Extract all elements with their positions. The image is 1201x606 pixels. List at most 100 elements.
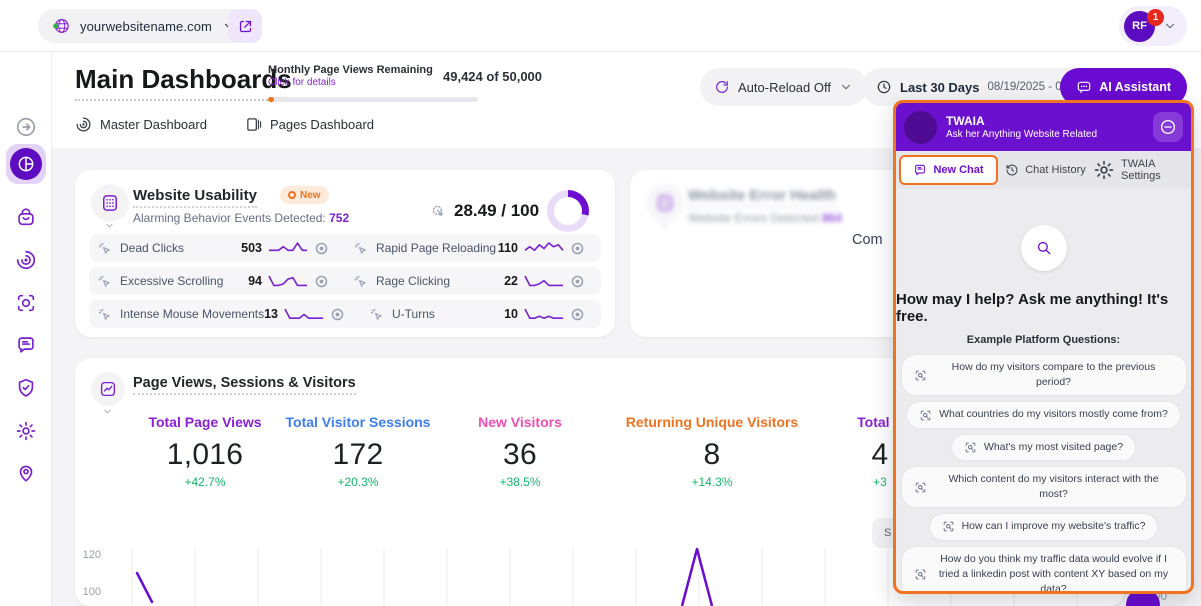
y-axis-tick-100: 100 — [82, 586, 101, 598]
ai-assistant-button[interactable]: AI Assistant — [1060, 68, 1187, 106]
sidebar-item-recordings[interactable] — [12, 289, 40, 317]
quota-details-link[interactable]: Click for details — [268, 77, 336, 88]
newchat-icon — [913, 163, 927, 177]
metric-value: 503 — [241, 241, 262, 255]
spiral-icon — [15, 249, 37, 271]
record-status-icon — [570, 241, 585, 256]
website-name: yourwebsitename.com — [80, 18, 212, 34]
example-question-chip[interactable]: How do my visitors compare to the previo… — [901, 355, 1186, 396]
avatar: RF 1 — [1124, 8, 1164, 42]
website-selector[interactable]: yourwebsitename.com — [38, 9, 250, 43]
question-text: How do you think my traffic data would e… — [938, 552, 1169, 594]
usability-score-value: 28.49 / 100 — [454, 201, 540, 220]
sidebar-item-sessions[interactable] — [12, 246, 40, 274]
metric-rage-clicking[interactable]: Rage Clicking 22 — [345, 267, 601, 295]
error-card-subtitle: Website Errors Detected 864 — [688, 211, 842, 225]
website-error-health-card: Website Error Health Website Errors Dete… — [630, 170, 910, 337]
quota-progress-fill — [268, 97, 275, 102]
website-usability-card: Website Usability New Alarming Behavior … — [75, 170, 615, 337]
click-cursor-icon — [353, 241, 368, 256]
usability-icon — [100, 193, 120, 213]
usability-score: 28.49 / 100 — [430, 190, 590, 232]
metric-u-turns[interactable]: U-Turns 10 — [361, 300, 601, 328]
sidebar-item-settings[interactable] — [12, 417, 40, 445]
chevron-down-icon — [659, 220, 670, 231]
account-menu[interactable]: RF 1 — [1119, 6, 1187, 46]
tab-master-dashboard[interactable]: Master Dashboard — [75, 116, 207, 133]
example-question-chip[interactable]: What countries do my visitors mostly com… — [907, 402, 1180, 428]
stat-change: +20.3% — [337, 475, 379, 489]
metric-sparkline — [524, 308, 563, 319]
chevron-down-icon — [1163, 19, 1177, 33]
click-cursor-icon — [97, 307, 112, 322]
usability-card-title: Website Usability — [133, 187, 257, 208]
chatdots-icon — [15, 334, 37, 356]
chat-tab-chat-history[interactable]: Chat History — [998, 155, 1093, 185]
metric-label: Rage Clicking — [376, 274, 451, 288]
scan-search-icon — [914, 481, 927, 494]
stat-value: 1,016 — [166, 438, 244, 471]
chat-search-button[interactable] — [1020, 225, 1067, 271]
sidebar-item-locations[interactable] — [12, 459, 40, 487]
bag-icon — [15, 206, 37, 228]
twaia-chat-panel: TWAIA Ask her Anything Website Related N… — [893, 100, 1194, 594]
stat-label: Total V — [857, 414, 903, 430]
chart-icon — [99, 380, 117, 398]
sidebar-collapse-button[interactable] — [12, 113, 40, 141]
chat-heading: How may I help? Ask me anything! It's fr… — [896, 291, 1169, 325]
scan-search-icon — [914, 369, 927, 382]
sidebar-item-store[interactable] — [12, 203, 40, 231]
badge-dot-icon — [288, 191, 296, 199]
metric-intense-mouse-movements[interactable]: Intense Mouse Movements 13 — [89, 300, 361, 328]
scan-search-icon — [964, 441, 977, 454]
metric-label: Dead Clicks — [120, 241, 185, 255]
stat-label: Returning Unique Visitors — [625, 414, 799, 430]
open-website-button[interactable] — [228, 9, 262, 43]
history-icon — [1005, 163, 1019, 177]
metric-label: Excessive Scrolling — [120, 274, 224, 288]
metric-row: Excessive Scrolling 94 Rage Clicking 22 — [89, 267, 601, 295]
example-question-chip[interactable]: What's my most visited page? — [951, 434, 1136, 460]
chat-tab-label: TWAIA Settings — [1121, 158, 1161, 182]
example-question-chip[interactable]: Which content do my visitors interact wi… — [901, 466, 1186, 508]
minimize-chat-button[interactable] — [1153, 112, 1183, 142]
record-status-icon — [314, 274, 329, 289]
stat-new-visitors: New Visitors 36 +38.5% — [410, 414, 630, 489]
stat-label: Total Page Views — [148, 414, 262, 430]
quota-label: Monthly Page Views Remaining — [268, 64, 433, 76]
chat-header: TWAIA Ask her Anything Website Related — [896, 103, 1191, 151]
example-question-chip[interactable]: How do you think my traffic data would e… — [901, 546, 1186, 594]
error-card-icon-wrap[interactable] — [646, 184, 684, 222]
page-title: Main Dashboards — [75, 64, 292, 101]
pages-dashboard-icon — [245, 116, 262, 133]
pageviews-card-icon-wrap[interactable] — [91, 372, 125, 406]
camscan-icon — [15, 292, 37, 314]
metric-rapid-page-reloading[interactable]: Rapid Page Reloading 110 — [345, 234, 601, 262]
click-cursor-icon — [353, 274, 368, 289]
y-axis-tick-120: 120 — [82, 549, 101, 561]
error-card-title: Website Error Health — [688, 187, 837, 208]
pie-chart-icon — [16, 154, 36, 174]
stat-label: New Visitors — [478, 414, 562, 430]
chat-tab-new-chat[interactable]: New Chat — [899, 155, 998, 185]
tab-pages-dashboard[interactable]: Pages Dashboard — [245, 116, 374, 133]
metric-dead-clicks[interactable]: Dead Clicks 503 — [89, 234, 345, 262]
top-bar: yourwebsitename.com RF 1 — [0, 0, 1201, 52]
sidebar-item-security[interactable] — [12, 374, 40, 402]
metric-row: Intense Mouse Movements 13 U-Turns 10 — [89, 300, 601, 328]
metric-label: Rapid Page Reloading — [376, 241, 497, 255]
usability-card-icon-wrap[interactable] — [91, 184, 129, 222]
shield-icon — [15, 377, 37, 399]
sidebar-item-dashboard-active[interactable] — [6, 144, 46, 184]
chat-tab-twaia-settings[interactable]: TWAIA Settings — [1093, 155, 1188, 185]
metric-excessive-scrolling[interactable]: Excessive Scrolling 94 — [89, 267, 345, 295]
collapse-icon — [15, 116, 37, 138]
record-status-icon — [330, 307, 345, 322]
chat-title: TWAIA — [946, 114, 985, 128]
metric-sparkline — [524, 275, 563, 287]
search-icon — [1035, 239, 1053, 257]
sidebar-item-chat[interactable] — [12, 331, 40, 359]
external-link-icon — [237, 18, 254, 35]
example-question-chip[interactable]: How can I improve my website's traffic? — [929, 514, 1158, 540]
auto-reload-dropdown[interactable]: Auto-Reload Off — [700, 68, 867, 106]
